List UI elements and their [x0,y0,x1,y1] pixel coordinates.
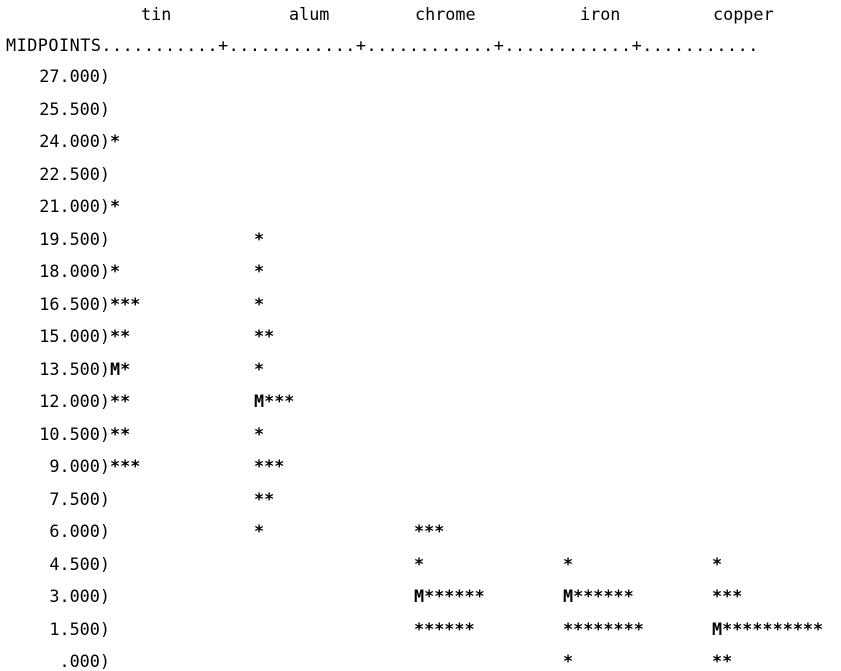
midpoints-axis-line: MIDPOINTS...........+............+......… [6,35,759,55]
bar-alum-7: * [254,293,265,314]
midpoint-label: 16.500) [39,293,110,314]
bar-alum-8: ** [254,326,275,346]
bar-alum-5: * [254,228,265,249]
series-label-iron: iron [580,4,621,24]
midpoint-label: 19.500) [39,228,110,249]
bar-alum-6: * [254,261,265,281]
midpoint-label: 25.500) [39,98,110,119]
midpoint-label: 22.500) [39,163,110,184]
bar-tin-9: M* [110,358,131,379]
bar-chrome-15: * [414,553,425,574]
midpoint-label: 3.000) [39,586,110,606]
bar-alum-14: * [254,521,265,541]
bar-tin-4: * [110,196,121,216]
midpoint-label: 21.000) [39,196,110,216]
midpoint-label: 24.000) [39,131,110,151]
midpoint-label: 12.000) [39,391,110,411]
series-label-chrome: chrome [415,4,476,24]
bar-alum-12: *** [254,456,285,476]
midpoint-label: 1.500) [39,618,110,639]
midpoint-label: 18.000) [39,261,110,281]
bar-iron-15: * [563,553,574,574]
bar-alum-13: ** [254,488,275,509]
bar-tin-12: *** [110,456,141,476]
midpoint-label: .000) [39,651,110,671]
bar-tin-2: * [110,131,121,151]
bar-iron-17: ******** [563,618,644,639]
bar-tin-10: ** [110,391,131,411]
bar-iron-18: * [563,651,574,671]
bar-chrome-17: ****** [414,618,475,639]
series-label-copper: copper [713,4,774,24]
bar-alum-10: M*** [254,391,295,411]
midpoint-label: 7.500) [39,488,110,509]
bar-copper-18: ** [712,651,733,671]
bar-copper-16: *** [712,586,743,606]
midpoint-label: 6.000) [39,521,110,541]
series-label-alum: alum [289,4,330,24]
bar-copper-17: M********** [712,618,824,639]
bar-iron-16: M****** [563,586,634,606]
series-label-tin: tin [141,4,172,24]
bar-tin-8: ** [110,326,131,346]
bar-alum-11: * [254,423,265,444]
midpoint-label: 4.500) [39,553,110,574]
bar-tin-7: *** [110,293,141,314]
bar-tin-11: ** [110,423,131,444]
midpoint-label: 27.000) [39,66,110,86]
midpoint-label: 10.500) [39,423,110,444]
bar-alum-9: * [254,358,265,379]
midpoint-label: 15.000) [39,326,110,346]
bar-chrome-14: *** [414,521,445,541]
bar-tin-6: * [110,261,121,281]
bar-copper-15: * [712,553,723,574]
bar-chrome-16: M****** [414,586,485,606]
midpoint-label: 9.000) [39,456,110,476]
midpoint-label: 13.500) [39,358,110,379]
